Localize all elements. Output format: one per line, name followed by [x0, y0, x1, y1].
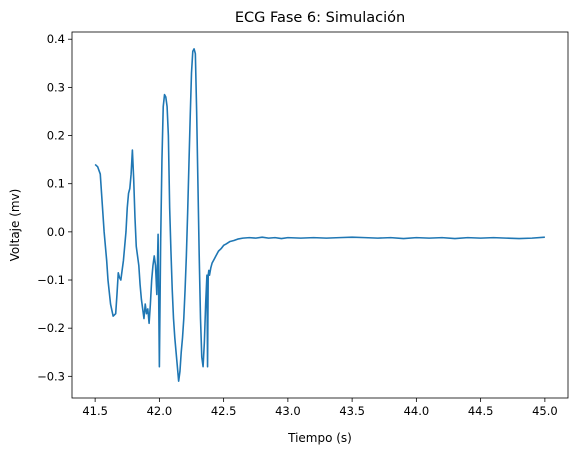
x-tick-label: 44.0 [404, 404, 430, 418]
chart-title: ECG Fase 6: Simulación [235, 10, 405, 26]
y-tick-label: −0.2 [37, 321, 65, 335]
axes-frame [71, 31, 569, 399]
y-tick-label: 0.2 [47, 129, 65, 143]
x-tick-label: 43.0 [275, 404, 301, 418]
ecg-series-line [94, 48, 545, 382]
x-tick-label: 44.5 [468, 404, 494, 418]
x-axis-label: Tiempo (s) [287, 431, 352, 445]
y-tick-label: 0.0 [47, 225, 65, 239]
y-tick-label: 0.4 [47, 32, 65, 46]
y-tick-label: −0.3 [37, 369, 65, 383]
axis-ticks: 41.5 42.0 42.5 43.0 43.5 44.0 44.5 45.0 −0.3 −0.2… [37, 32, 558, 418]
y-axis-label: Voltaje (mv) [8, 189, 22, 262]
y-tick-label: 0.3 [47, 80, 65, 94]
x-tick-label: 42.5 [211, 404, 237, 418]
x-tick-label: 43.5 [339, 404, 365, 418]
x-tick-label: 42.0 [147, 404, 173, 418]
y-tick-label: −0.1 [37, 273, 65, 287]
x-tick-label: 41.5 [82, 404, 108, 418]
plot-area [94, 48, 545, 382]
x-tick-label: 45.0 [532, 404, 558, 418]
y-tick-label: 0.1 [47, 177, 65, 191]
